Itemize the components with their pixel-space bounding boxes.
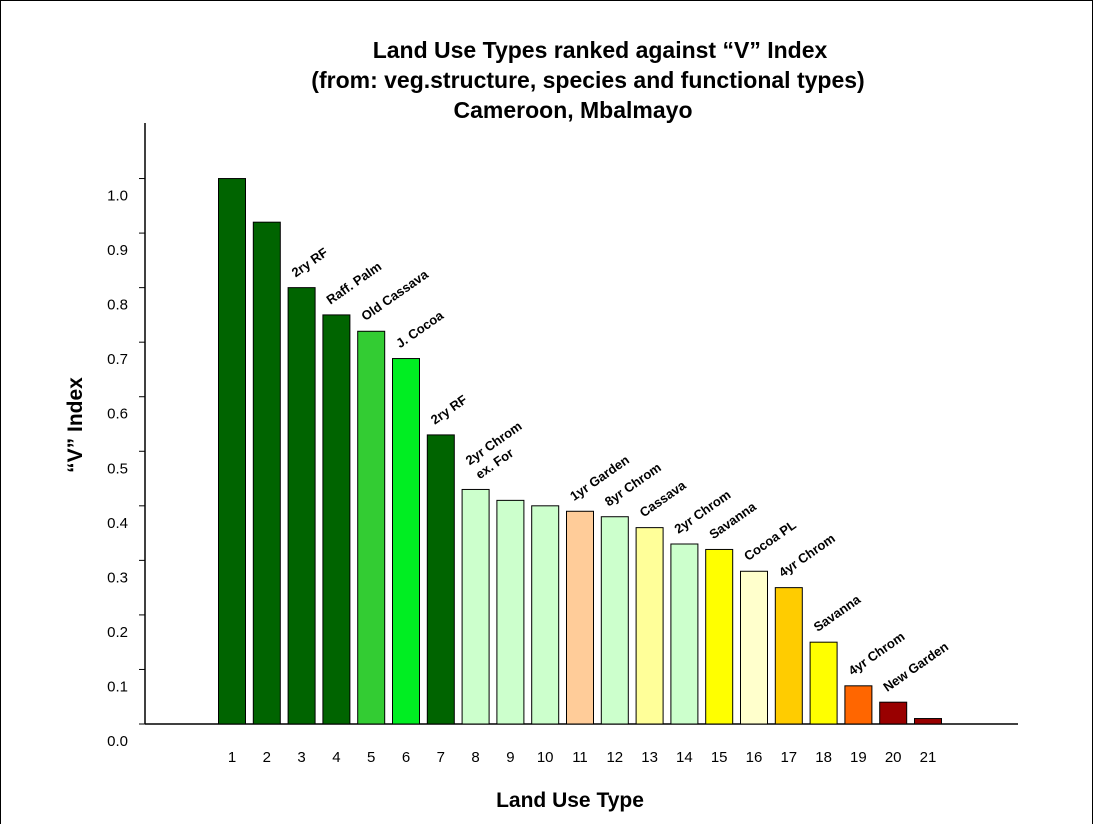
chart-subtitle: Cameroon, Mbalmayo — [454, 97, 693, 123]
x-tick-label: 14 — [676, 749, 693, 766]
x-tick-label: 6 — [402, 749, 410, 766]
x-tick-label: 2 — [263, 749, 271, 766]
x-tick-label: 15 — [711, 749, 728, 766]
bar — [566, 510, 594, 725]
x-tick-label: 8 — [471, 749, 479, 766]
x-tick-label: 18 — [815, 749, 832, 766]
x-tick-label: 4 — [332, 749, 340, 766]
x-tick-label: 1 — [228, 749, 236, 766]
x-tick-label: 19 — [850, 749, 867, 766]
bar — [287, 287, 316, 725]
bar — [392, 358, 420, 725]
bar — [879, 701, 908, 725]
bar — [914, 718, 942, 725]
bar — [461, 488, 490, 725]
x-tick-label: 5 — [367, 749, 375, 766]
bar — [426, 434, 455, 725]
y-tick-label: 0.4 — [107, 515, 128, 532]
x-tick-label: 11 — [572, 749, 588, 766]
y-tick-label: 1.0 — [107, 188, 128, 205]
bar-annotation: J. Cocoa — [393, 307, 447, 351]
x-tick-label: 10 — [537, 749, 554, 766]
bar — [740, 570, 768, 725]
bar-annotation: Savanna — [811, 591, 864, 634]
y-axis-label: “V” Index — [64, 377, 87, 473]
bar — [218, 178, 246, 725]
bar — [635, 527, 664, 725]
bar — [809, 641, 838, 725]
x-tick-label: 13 — [641, 749, 658, 766]
x-tick-label: 9 — [506, 749, 514, 766]
bar — [600, 516, 629, 725]
bar-annotation: 2ry RF — [289, 245, 331, 281]
y-tick-label: 0.5 — [107, 460, 128, 477]
bar — [322, 314, 351, 725]
bar — [670, 543, 699, 725]
bar — [252, 221, 281, 725]
x-tick-label: 3 — [297, 749, 305, 766]
x-tick-label: 20 — [885, 749, 902, 766]
x-tick-label: 7 — [437, 749, 445, 766]
x-tick-label: 17 — [780, 749, 797, 766]
y-tick-label: 0.7 — [107, 351, 128, 368]
bar — [531, 505, 560, 725]
y-tick-label: 0.9 — [107, 242, 128, 259]
bar — [705, 548, 734, 725]
y-tick-label: 0.1 — [107, 678, 128, 695]
chart-title: Land Use Types ranked against “V” Index — [373, 37, 828, 63]
x-tick-label: 21 — [920, 749, 937, 766]
bar — [357, 330, 386, 725]
y-tick-label: 0.0 — [107, 733, 128, 750]
x-tick-label: 16 — [746, 749, 763, 766]
y-tick-label: 0.2 — [107, 624, 128, 641]
bar — [496, 499, 525, 725]
x-axis-label: Land Use Type — [496, 789, 644, 812]
x-tick-label: 12 — [606, 749, 623, 766]
bar — [844, 685, 873, 725]
y-tick-label: 0.8 — [107, 297, 128, 314]
y-tick-label: 0.3 — [107, 569, 128, 586]
bar-annotation: 2ry RF — [428, 392, 470, 428]
bar — [774, 587, 803, 725]
chart-subtitle: (from: veg.structure, species and functi… — [311, 67, 864, 93]
y-tick-label: 0.6 — [107, 406, 128, 423]
